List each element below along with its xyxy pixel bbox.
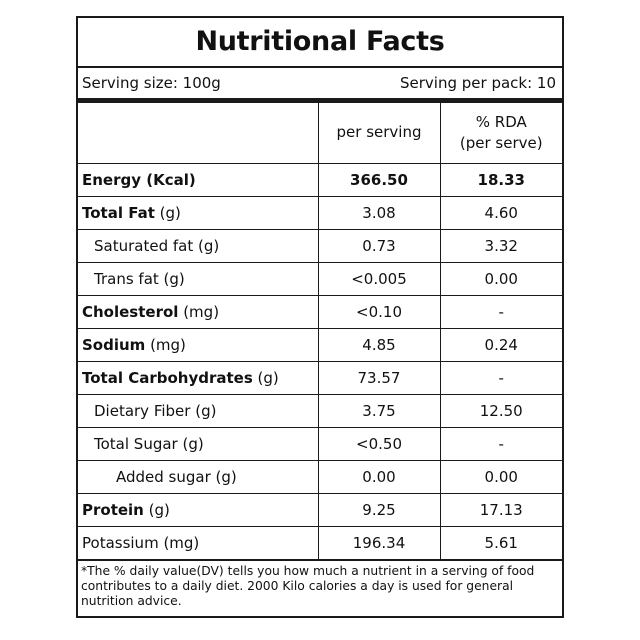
nutrient-label: Total Sugar (g) [94,434,204,453]
nutrient-name: Cholesterol (mg) [78,294,318,328]
nutrient-label: Potassium (mg) [82,533,200,552]
rda-value: 17.13 [439,492,562,526]
per-serving-value: 4.85 [317,327,440,361]
per-serving-value: 0.73 [317,228,440,262]
panel-title: Nutritional Facts [78,18,562,68]
per-serving-value: <0.005 [317,261,440,295]
nutrient-name: Protein (g) [78,492,318,526]
rda-value: - [439,360,562,394]
nutrient-name: Total Fat (g) [78,195,318,229]
rda-value: 0.00 [439,459,562,493]
nutrient-name: Sodium (mg) [78,327,318,361]
nutrient-unit: (g) [252,368,279,387]
per-serving-value: 196.34 [317,525,440,559]
nutrient-label: Trans fat (g) [94,269,185,288]
nutrition-table: per serving % RDA (per serve) Energy (Kc… [78,103,562,559]
rda-value: 0.24 [439,327,562,361]
nutrient-label: Saturated fat (g) [94,236,220,255]
nutrient-name: Saturated fat (g) [78,228,318,262]
nutrient-name: Energy (Kcal) [78,162,318,196]
per-serving-value: 366.50 [317,162,440,196]
table-row: Total Sugar (g) <0.50 - [78,426,562,460]
table-row: Added sugar (g) 0.00 0.00 [78,459,562,493]
header-per-serving: per serving [317,103,440,163]
nutrient-label: Energy (Kcal) [82,170,196,189]
rda-value: - [439,294,562,328]
table-row: Potassium (mg) 196.34 5.61 [78,525,562,559]
rda-value: 4.60 [439,195,562,229]
header-rda: % RDA (per serve) [439,103,562,163]
servings-per-pack: Serving per pack: 10 [400,74,556,92]
header-rda-line2: (per serve) [459,133,543,152]
rda-value: 0.00 [439,261,562,295]
rda-value: - [439,426,562,460]
serving-size: Serving size: 100g [82,74,221,92]
per-serving-value: 3.75 [317,393,440,427]
table-row: Trans fat (g) <0.005 0.00 [78,261,562,295]
per-serving-value: <0.10 [317,294,440,328]
per-serving-value: 9.25 [317,492,440,526]
nutrient-unit: (g) [143,500,170,519]
per-serving-value: 3.08 [317,195,440,229]
nutrient-name: Trans fat (g) [78,261,318,295]
header-rda-line1: % RDA [475,112,527,131]
nutrient-name: Added sugar (g) [78,459,318,493]
nutrient-label: Cholesterol [82,302,179,321]
table-row: Energy (Kcal) 366.50 18.33 [78,162,562,196]
rda-value: 18.33 [439,162,562,196]
nutrient-unit: (mg) [178,302,220,321]
nutrient-name: Potassium (mg) [78,525,318,559]
nutrient-label: Sodium [82,335,146,354]
table-row: Saturated fat (g) 0.73 3.32 [78,228,562,262]
header-empty-cell [78,103,318,163]
nutrition-facts-panel: Nutritional Facts Serving size: 100g Ser… [76,16,564,618]
per-serving-value: 0.00 [317,459,440,493]
serving-info: Serving size: 100g Serving per pack: 10 [78,68,562,103]
footnote: *The % daily value(DV) tells you how muc… [78,559,562,619]
per-serving-value: 73.57 [317,360,440,394]
table-row: Protein (g) 9.25 17.13 [78,492,562,526]
rda-value: 5.61 [439,525,562,559]
rda-value: 3.32 [439,228,562,262]
table-row: Total Fat (g) 3.08 4.60 [78,195,562,229]
rda-value: 12.50 [439,393,562,427]
table-row: Cholesterol (mg) <0.10 - [78,294,562,328]
table-header-row: per serving % RDA (per serve) [78,103,562,163]
nutrient-unit: (g) [154,203,181,222]
nutrient-name: Total Carbohydrates (g) [78,360,318,394]
per-serving-value: <0.50 [317,426,440,460]
nutrient-label: Dietary Fiber (g) [94,401,217,420]
nutrient-label: Total Carbohydrates [82,368,253,387]
nutrient-label: Added sugar (g) [116,467,237,486]
nutrient-name: Dietary Fiber (g) [78,393,318,427]
table-row: Sodium (mg) 4.85 0.24 [78,327,562,361]
nutrient-label: Total Fat [82,203,155,222]
table-row: Total Carbohydrates (g) 73.57 - [78,360,562,394]
table-row: Dietary Fiber (g) 3.75 12.50 [78,393,562,427]
nutrient-name: Total Sugar (g) [78,426,318,460]
nutrient-label: Protein [82,500,144,519]
nutrient-unit: (mg) [145,335,186,354]
